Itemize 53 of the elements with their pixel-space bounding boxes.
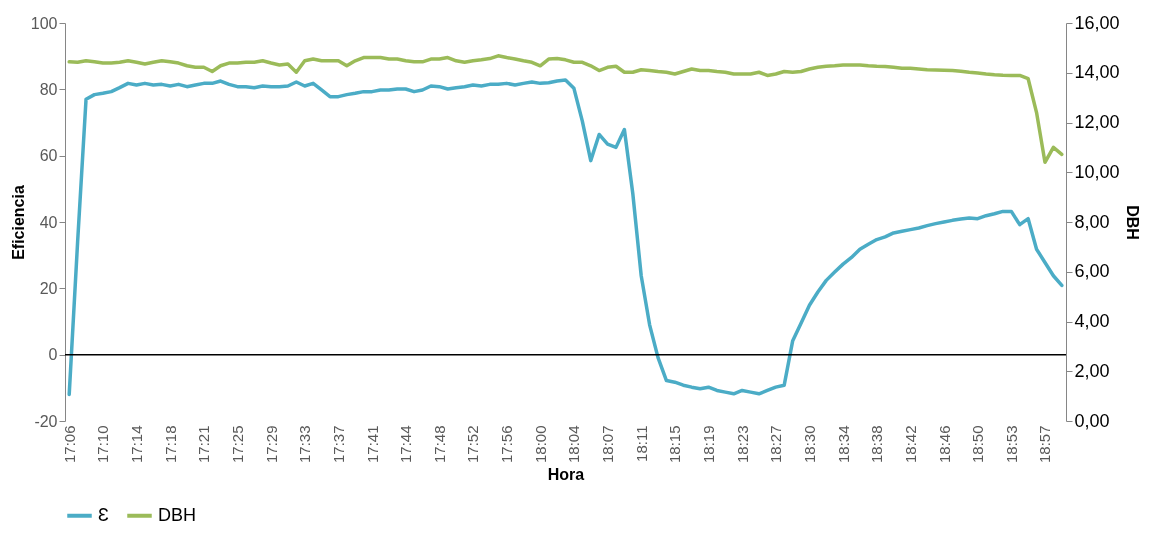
line-series	[67, 54, 1064, 165]
x-tick-label: 18:11	[632, 425, 650, 462]
y2-tick-label: 16,00	[1074, 12, 1120, 33]
y2-tick-label: 2,00	[1074, 360, 1110, 381]
x-tick-label: 18:19	[700, 425, 717, 464]
line-series	[67, 78, 1064, 397]
y2-axis-title: DBH	[1123, 205, 1141, 240]
x-tick-label: 18:57	[1036, 425, 1054, 464]
y-tick-label: 40	[39, 213, 58, 231]
x-tick-label: 18:30	[800, 425, 818, 464]
x-tick-label: 17:37	[329, 425, 347, 464]
x-tick-label: 17:52	[464, 425, 482, 464]
legend-label: Ɛ	[98, 504, 109, 525]
x-tick-label: 17:56	[498, 425, 516, 464]
y2-tick-label: 8,00	[1074, 211, 1110, 232]
x-tick-label: 18:27	[767, 425, 785, 464]
x-tick-label: 18:15	[666, 425, 684, 464]
x-tick-label: 17:25	[228, 425, 246, 464]
y-tick-label: 20	[39, 279, 58, 297]
y2-tick-label: 14,00	[1074, 62, 1120, 83]
x-tick-label: 17:06	[60, 425, 78, 464]
x-axis-title: Hora	[547, 466, 585, 484]
x-tick-label: 18:00	[531, 425, 549, 464]
x-tick-label: 17:41	[363, 425, 381, 464]
y-axis-title: Eficiencia	[9, 185, 27, 260]
x-tick-label: 18:04	[565, 425, 583, 464]
y2-tick-label: 12,00	[1074, 112, 1120, 132]
x-tick-label: 17:33	[296, 425, 314, 464]
x-tick-label: 17:48	[430, 425, 448, 464]
x-tick-label: 17:18	[161, 425, 179, 464]
y-tick-label: 80	[39, 80, 58, 98]
x-tick-label: 18:23	[733, 425, 751, 464]
x-tick-label: 18:50	[969, 425, 987, 464]
x-tick-label: 18:34	[834, 425, 852, 464]
y-tick-label: 0	[48, 346, 58, 364]
x-tick-label: 18:42	[901, 425, 919, 464]
y2-tick-label: 0,00	[1074, 410, 1110, 431]
x-tick-label: 17:14	[128, 425, 145, 464]
x-tick-label: 17:21	[195, 425, 213, 464]
x-tick-label: 17:44	[397, 425, 415, 464]
y-tick-label: -20	[34, 412, 58, 430]
y2-tick-label: 6,00	[1074, 261, 1110, 282]
x-tick-label: 18:46	[935, 425, 953, 464]
x-tick-label: 17:10	[94, 425, 112, 464]
y-tick-label: 100	[30, 14, 58, 32]
y2-tick-label: 4,00	[1074, 311, 1110, 331]
y-tick-label: 60	[39, 147, 58, 165]
y2-tick-label: 10,00	[1074, 161, 1120, 182]
x-tick-label: 18:07	[599, 425, 617, 464]
legend-label: DBH	[158, 504, 197, 525]
x-tick-label: 18:38	[868, 425, 886, 464]
x-tick-label: 18:53	[1002, 425, 1020, 464]
x-tick-label: 17:29	[262, 425, 280, 464]
